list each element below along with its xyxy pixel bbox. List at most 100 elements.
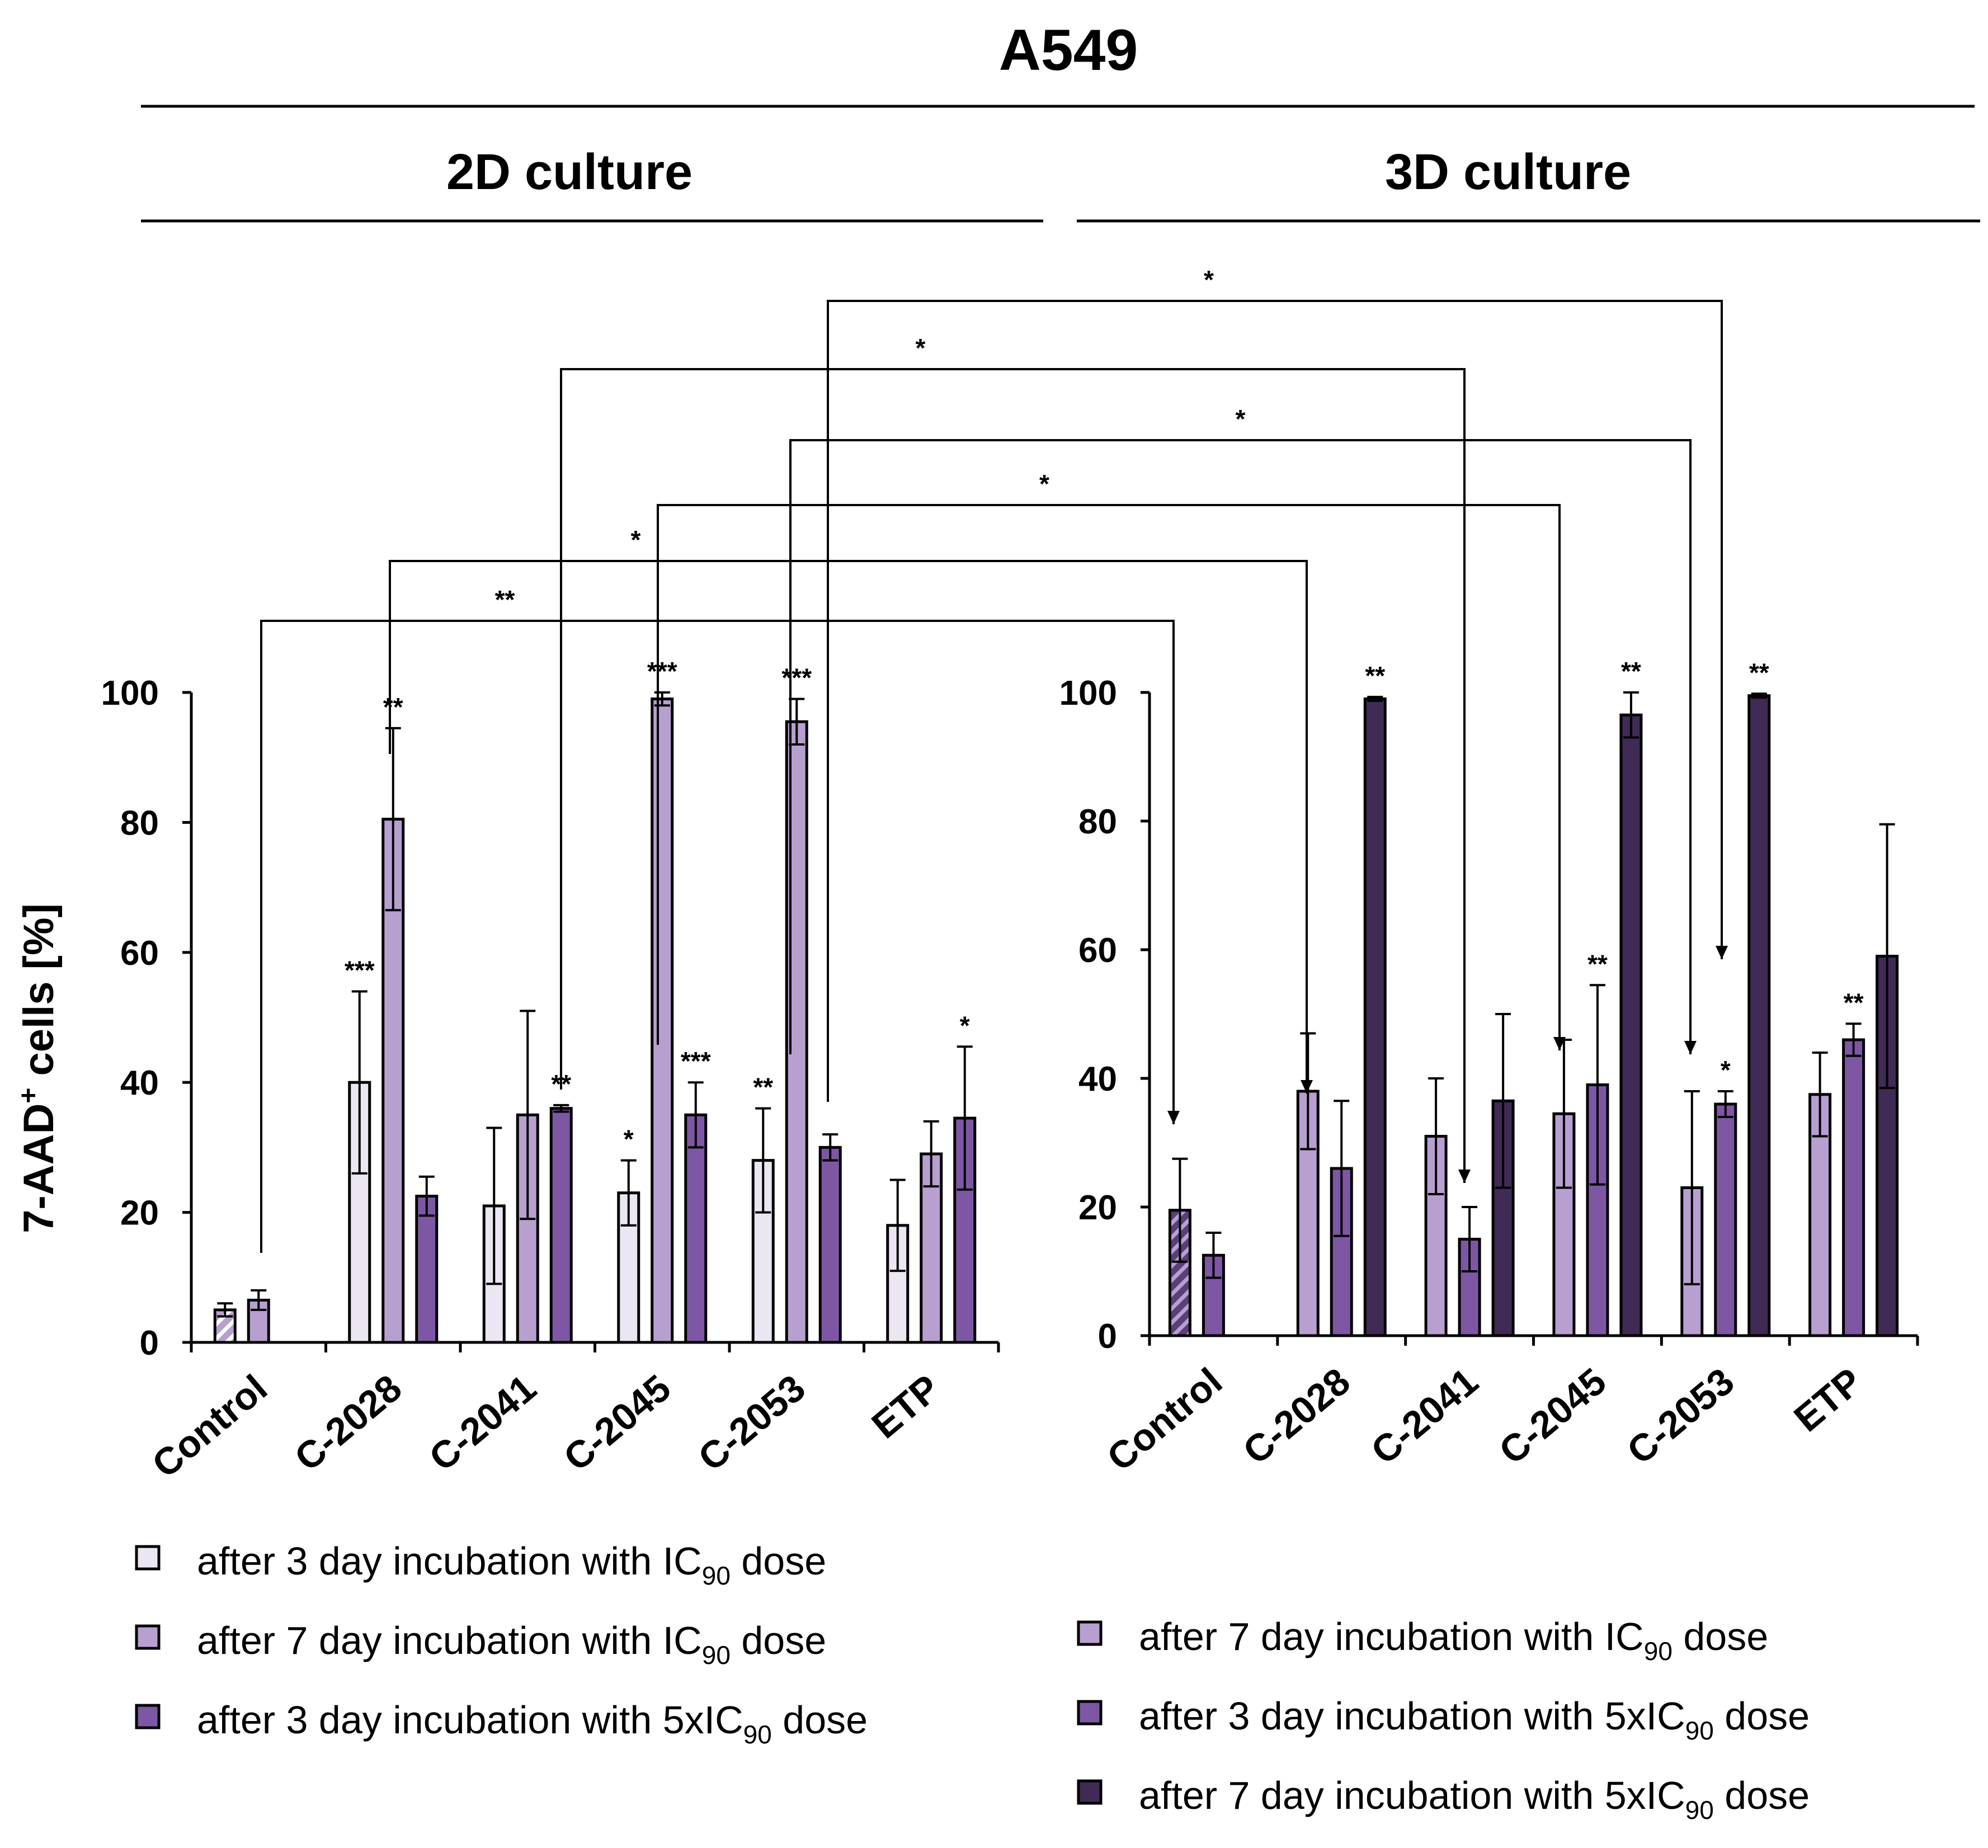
legend-label: after 7 day incubation with 5xIC90 dose: [1139, 1774, 1810, 1825]
2d-significance-label: ***: [345, 956, 375, 985]
2d-bar: [415, 1195, 439, 1344]
2d-bar: [953, 1116, 977, 1344]
2d-category-label: C-2028: [287, 1366, 410, 1479]
legend-label: after 3 day incubation with 5xIC90 dose: [197, 1698, 868, 1749]
comparison-bracket: [827, 300, 1723, 1102]
comparison-label: *: [916, 333, 926, 362]
legend-swatch: [135, 1704, 161, 1729]
panel-2d-chart: 0 20 40 60 80 100 Control C-2028 C-2041 C-2045 C-2…: [101, 657, 1000, 1486]
legend-label-subscript: 90: [702, 1640, 731, 1670]
legend-label-suffix: dose: [731, 1619, 826, 1662]
2d-significance-label: ***: [781, 663, 812, 692]
3d-bar: [1296, 1090, 1320, 1337]
comparison-arrowhead: [1301, 1080, 1313, 1093]
comparison-arrowhead: [1458, 1170, 1471, 1183]
comparison-bracket: [260, 620, 1175, 1253]
figure-title: A549: [999, 18, 1138, 83]
comparison-arrowhead: [1716, 946, 1728, 959]
comparison-bracket: [560, 368, 1466, 1183]
2d-significance-label: ***: [647, 657, 677, 686]
3d-significance-label: *: [1721, 1055, 1731, 1085]
3d-significance-label: **: [1621, 657, 1641, 686]
legend-label-subscript: 90: [743, 1720, 772, 1749]
3d-bar: [1808, 1093, 1832, 1337]
3d-category-label: Control: [1099, 1360, 1230, 1479]
2d-y-tick-label: 20: [120, 1194, 159, 1233]
3d-category-label: C-2028: [1235, 1360, 1358, 1473]
legend-label-suffix: dose: [1714, 1774, 1810, 1817]
panel-2d-title: 2D culture: [446, 144, 692, 200]
3d-y-tick-label: 20: [1078, 1189, 1117, 1227]
legend-2d: after 3 day incubation with IC90 doseaft…: [135, 1539, 868, 1749]
legend-swatch: [135, 1624, 161, 1650]
2d-bar: [818, 1145, 842, 1344]
2d-y-tick-label: 0: [140, 1324, 159, 1363]
3d-category-label: C-2045: [1491, 1360, 1614, 1473]
2d-significance-label: **: [753, 1073, 773, 1102]
legend-label-subscript: 90: [1685, 1795, 1714, 1825]
comparison-arrowhead: [1684, 1041, 1697, 1054]
comparison-bracket: [657, 504, 1561, 1050]
y-axis-title: 7-AAD+ cells [%]: [14, 903, 63, 1233]
3d-bar: [1619, 713, 1643, 1337]
2d-bar: [684, 1113, 708, 1344]
legend-label: after 7 day incubation with IC90 dose: [197, 1619, 826, 1670]
2d-y-tick-label: 40: [120, 1064, 159, 1102]
3d-bars: ******* ** **: [1168, 657, 1899, 1337]
3d-category-label: ETP: [1786, 1360, 1870, 1440]
comparison-arrowhead: [1167, 1111, 1180, 1124]
2d-significance-label: *: [624, 1125, 634, 1154]
legend-label-text: after 3 day incubation with IC: [197, 1539, 702, 1583]
legend-swatch: [1077, 1779, 1103, 1805]
3d-y-tick-label: 60: [1078, 931, 1117, 970]
legend-label-subscript: 90: [1644, 1637, 1673, 1666]
comparison-bracket: [389, 560, 1308, 1093]
3d-y-tick-label: 100: [1059, 674, 1117, 713]
comparison-arrowhead: [1553, 1037, 1566, 1050]
comparison-label: *: [1039, 469, 1049, 498]
legend-label-suffix: dose: [731, 1539, 826, 1583]
2d-category-label: ETP: [864, 1366, 948, 1446]
legend-3d: after 7 day incubation with IC90 doseaft…: [1077, 1615, 1810, 1825]
3d-y-tick-label: 0: [1098, 1317, 1117, 1356]
comparison-label: **: [495, 585, 515, 614]
2d-bars: *********** *********: [213, 657, 977, 1344]
comparison-label: *: [1236, 404, 1246, 433]
3d-significance-label: **: [1587, 949, 1608, 978]
legend-label-text: after 7 day incubation with 5xIC: [1139, 1774, 1685, 1817]
2d-significance-label: **: [383, 692, 403, 722]
3d-significance-label: **: [1749, 658, 1769, 687]
3d-bar: [1363, 697, 1387, 1337]
3d-y-tick-label: 40: [1078, 1060, 1117, 1099]
2d-significance-label: *: [960, 1011, 970, 1040]
legend-label: after 7 day incubation with IC90 dose: [1139, 1615, 1768, 1666]
3d-category-label: C-2041: [1363, 1360, 1486, 1473]
2d-y-tick-label: 60: [120, 934, 159, 973]
legend-label-text: after 7 day incubation with IC: [1139, 1615, 1644, 1658]
2d-category-label: C-2053: [690, 1366, 813, 1479]
2d-axes: 0 20 40 60 80 100 Control C-2028 C-2041 C-2045 C-2…: [101, 674, 1000, 1486]
2d-category-label: Control: [144, 1366, 275, 1486]
y-axis-title-rest: cells [%]: [15, 903, 63, 1087]
2d-bar: [651, 697, 674, 1344]
3d-significance-label: **: [1844, 988, 1864, 1017]
legend-swatch: [1077, 1620, 1103, 1646]
2d-category-label: C-2045: [556, 1366, 679, 1479]
legend-label-suffix: dose: [1673, 1615, 1768, 1658]
3d-significance-label: **: [1365, 661, 1385, 690]
legend-label-subscript: 90: [1685, 1716, 1714, 1745]
legend-swatch: [1077, 1700, 1103, 1726]
3d-category-label: C-2053: [1619, 1360, 1742, 1473]
legend-label-subscript: 90: [702, 1561, 731, 1590]
2d-y-tick-label: 100: [101, 674, 159, 713]
legend-label-text: after 3 day incubation with 5xIC: [1139, 1694, 1685, 1738]
y-axis-title-sup: +: [14, 1088, 44, 1104]
legend-label-suffix: dose: [1714, 1694, 1810, 1738]
comparison-bracket: [789, 439, 1692, 1054]
2d-category-label: C-2041: [421, 1366, 544, 1479]
legend-label-text: after 3 day incubation with 5xIC: [197, 1698, 743, 1742]
3d-bar: [1714, 1102, 1737, 1337]
comparison-label: *: [631, 525, 641, 554]
panel-3d-chart: 0 20 40 60 80 100 Control C-2028 C-2041 C-2045 C-2…: [1059, 657, 1919, 1479]
